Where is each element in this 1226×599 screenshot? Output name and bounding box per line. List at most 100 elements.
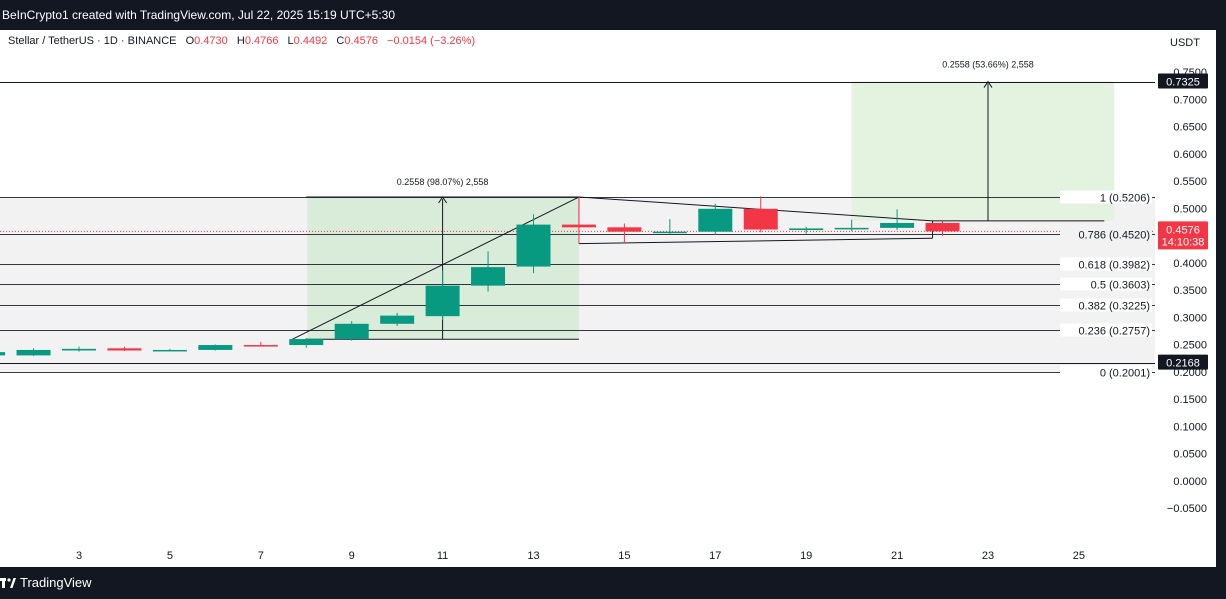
candle[interactable] xyxy=(62,346,96,352)
candle-body xyxy=(743,208,778,230)
x-tick-label: 7 xyxy=(258,550,264,562)
candle-body xyxy=(62,348,96,351)
arrow-head xyxy=(983,80,993,88)
fib-label-bg xyxy=(1060,323,1152,337)
price-tag-label: 0.2168 xyxy=(1166,358,1200,370)
legend-open-key: O xyxy=(185,35,195,47)
candle-body xyxy=(925,222,960,232)
candle[interactable] xyxy=(243,341,278,347)
x-tick-label: 25 xyxy=(1073,550,1085,562)
candle-body xyxy=(698,208,733,232)
candle-body xyxy=(0,352,6,356)
fib-label: 0 (0.2001) xyxy=(1100,368,1150,380)
tradingview-logo-icon xyxy=(0,578,16,588)
candle-body xyxy=(16,349,51,356)
legend-change: −0.0154 (−3.26%) xyxy=(387,35,476,47)
x-tick-label: 19 xyxy=(800,550,812,562)
fib-label: 0.618 (0.3982) xyxy=(1078,260,1150,272)
fib-label-bg xyxy=(1060,365,1152,379)
price-chart[interactable]: 1 (0.5206) 0.786 (0.4520) 0.618 (0.3982) 0.… xyxy=(0,30,1216,567)
candle[interactable] xyxy=(334,321,369,341)
symbol-legend: Stellar / TetherUS · 1D · BINANCE O0.473… xyxy=(8,35,475,47)
legend-close: 0.4576 xyxy=(344,35,378,47)
measure-label-1: 0.2558 (98.07%) 2,558 xyxy=(397,177,489,187)
y-tick-label: 0.1000 xyxy=(1173,421,1207,433)
x-tick-label: 23 xyxy=(982,550,994,562)
candle[interactable] xyxy=(198,344,233,351)
price-tag-label: 0.7325 xyxy=(1166,77,1200,89)
triangle-lower xyxy=(578,237,933,245)
legend-close-key: C xyxy=(336,35,345,47)
candle-body xyxy=(380,315,415,324)
candle-body xyxy=(471,267,506,286)
x-tick-label: 11 xyxy=(437,550,448,562)
candle-body xyxy=(243,345,278,347)
y-tick-label: 0.6000 xyxy=(1173,149,1207,161)
fib-label: 0.382 (0.3225) xyxy=(1078,301,1150,313)
last-price-tag xyxy=(1158,221,1208,250)
legend-symbol: Stellar / TetherUS · 1D · BINANCE xyxy=(8,35,177,47)
candle[interactable] xyxy=(743,196,778,233)
candle[interactable] xyxy=(834,219,869,232)
tradingview-logo[interactable]: TradingView xyxy=(0,567,92,599)
candle[interactable] xyxy=(0,351,6,356)
candle[interactable] xyxy=(107,346,142,352)
fib-label-bg xyxy=(1060,190,1152,204)
fib-label-bg xyxy=(1060,227,1152,241)
candle[interactable] xyxy=(925,221,960,236)
y-tick-label: 0.7000 xyxy=(1173,94,1207,106)
candle-body xyxy=(152,349,187,352)
x-tick-label: 21 xyxy=(891,550,903,562)
candle-body xyxy=(834,227,869,230)
candle-body xyxy=(789,228,824,231)
y-tick-label: 0.4000 xyxy=(1173,258,1207,270)
candle[interactable] xyxy=(289,337,324,348)
legend-high: 0.4766 xyxy=(244,35,279,47)
legend-low: 0.4492 xyxy=(293,35,328,47)
window-edge xyxy=(1216,30,1226,567)
countdown-label: 14:10:38 xyxy=(1162,236,1205,248)
legend-low-key: L xyxy=(287,35,294,47)
candle[interactable] xyxy=(380,312,415,326)
candle[interactable] xyxy=(652,219,687,234)
y-tick-label: 0.0500 xyxy=(1173,449,1207,461)
price-tag-box xyxy=(1158,73,1208,89)
fib-label: 0.786 (0.4520) xyxy=(1078,230,1150,242)
fib-label-bg xyxy=(1060,257,1152,271)
x-tick-label: 5 xyxy=(167,550,173,562)
y-tick-label: 0.3000 xyxy=(1173,312,1207,324)
legend-open: 0.4730 xyxy=(194,35,228,47)
candle[interactable] xyxy=(789,226,824,234)
candle[interactable] xyxy=(561,197,596,231)
x-tick-label: 3 xyxy=(76,550,82,562)
fib-label: 0.236 (0.2757) xyxy=(1078,326,1150,338)
y-tick-label: 0.2000 xyxy=(1173,367,1207,379)
legend-high-key: H xyxy=(236,35,245,47)
candle-body xyxy=(425,285,460,317)
footer-bar: TradingView xyxy=(0,567,1226,599)
candle[interactable] xyxy=(516,214,551,274)
candle-body xyxy=(107,348,142,351)
y-tick-label: −0.0500 xyxy=(1167,503,1207,515)
candle[interactable] xyxy=(607,223,642,244)
currency-label[interactable]: USDT xyxy=(1170,37,1200,49)
footer-brand: TradingView xyxy=(20,575,92,590)
measure-label-2: 0.2558 (53.66%) 2,558 xyxy=(942,60,1034,70)
candle-body xyxy=(289,339,324,346)
candle[interactable] xyxy=(698,203,733,235)
y-tick-label: 0.5000 xyxy=(1173,203,1207,215)
candle[interactable] xyxy=(16,348,51,356)
x-tick-label: 17 xyxy=(709,550,721,562)
last-price-label: 0.4576 xyxy=(1166,224,1200,236)
candle[interactable] xyxy=(880,209,915,231)
fib-label-bg xyxy=(1060,277,1152,291)
attribution-text: BeInCrypto1 created with TradingView.com… xyxy=(2,8,396,22)
candle-body xyxy=(516,224,551,267)
candle-body xyxy=(607,227,642,232)
fib-label: 1 (0.5206) xyxy=(1100,193,1150,205)
candle[interactable] xyxy=(425,270,460,320)
price-tag-box xyxy=(1158,354,1208,370)
candle[interactable] xyxy=(152,348,187,352)
x-tick-label: 15 xyxy=(618,550,630,562)
candle[interactable] xyxy=(471,251,506,292)
